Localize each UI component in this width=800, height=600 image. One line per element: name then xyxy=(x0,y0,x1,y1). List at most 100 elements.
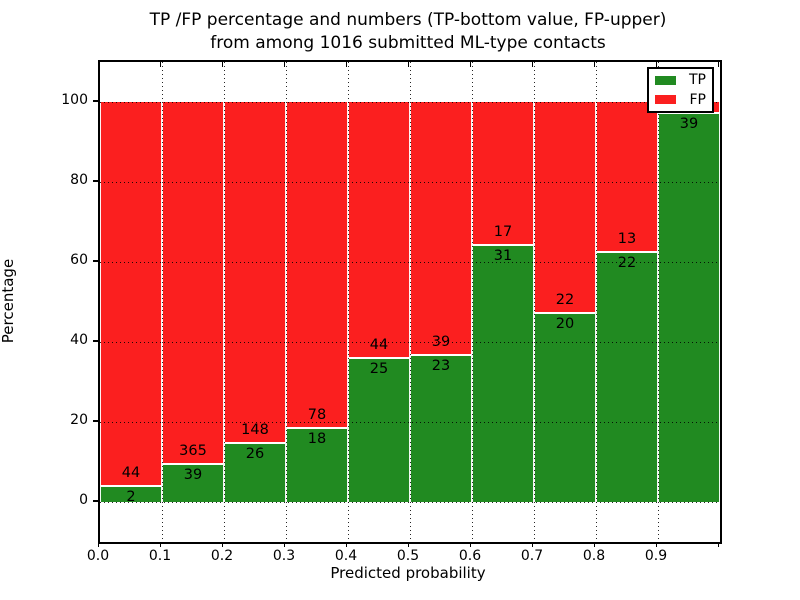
vertical-gridline xyxy=(534,62,535,542)
x-axis-label: Predicted probability xyxy=(330,564,486,582)
fp-legend-label: FP xyxy=(689,91,707,108)
tp-bar-segment xyxy=(348,357,410,502)
x-tick-label: 0.9 xyxy=(644,548,668,564)
x-tick-mark xyxy=(593,542,595,547)
tp-bar-segment xyxy=(410,353,472,502)
y-tick-mark xyxy=(93,180,98,182)
x-tick-mark xyxy=(531,542,533,547)
fp-bar-segment xyxy=(534,102,596,312)
vertical-gridline xyxy=(224,62,225,542)
fp-bar-segment xyxy=(596,102,658,251)
x-tick-label: 0.2 xyxy=(210,548,234,564)
y-tick-label: 80 xyxy=(70,172,88,188)
fp-legend-swatch xyxy=(655,95,676,105)
tp-count-label: 31 xyxy=(493,247,513,264)
x-tick-label: 0.3 xyxy=(272,548,296,564)
x-top-tick-mark xyxy=(531,62,533,67)
y-tick-label: 100 xyxy=(61,92,88,108)
x-tick-mark xyxy=(221,542,223,547)
fp-bar-segment xyxy=(286,102,348,427)
vertical-gridline xyxy=(658,62,659,542)
x-top-tick-mark xyxy=(345,62,347,67)
x-top-tick-mark xyxy=(283,62,285,67)
x-tick-label: 0.7 xyxy=(520,548,544,564)
tp-bar-segment xyxy=(162,463,224,502)
fp-count-label: 44 xyxy=(121,464,141,481)
x-tick-label: 0.1 xyxy=(148,548,172,564)
fp-bar-segment xyxy=(410,102,472,354)
tp-bar-segment xyxy=(658,112,720,502)
x-top-tick-mark xyxy=(221,62,223,67)
x-tick-label: 0.5 xyxy=(396,548,420,564)
tp-count-label: 25 xyxy=(369,361,389,378)
fp-count-label: 78 xyxy=(307,407,327,423)
fp-bar-segment xyxy=(224,102,286,443)
tp-bar-segment xyxy=(224,442,286,502)
x-tick-mark xyxy=(345,542,347,547)
vertical-gridline xyxy=(286,62,287,542)
y-tick-mark xyxy=(93,100,98,102)
x-top-tick-mark xyxy=(159,62,161,67)
y-tick-label: 20 xyxy=(70,412,88,428)
y-tick-mark xyxy=(93,420,98,422)
tp-legend-label: TP xyxy=(689,72,706,89)
tp-bar-segment xyxy=(472,243,534,502)
tp-count-label: 20 xyxy=(555,315,575,332)
tp-count-label: 23 xyxy=(431,357,451,374)
x-tick-label: 0.8 xyxy=(582,548,606,564)
legend-row-tp: TP xyxy=(655,71,706,89)
fp-count-label: 39 xyxy=(431,333,451,350)
chart-title-line2: from among 1016 submitted ML-type contac… xyxy=(210,33,606,53)
tp-bar-segment xyxy=(286,427,348,502)
chart-title: TP /FP percentage and numbers (TP-bottom… xyxy=(98,9,718,55)
tp-legend-swatch xyxy=(655,75,676,85)
fp-bar-segment xyxy=(100,102,162,485)
x-tick-label: 0.0 xyxy=(86,548,110,564)
x-tick-label: 0.4 xyxy=(334,548,358,564)
vertical-gridline xyxy=(472,62,473,542)
x-top-tick-mark xyxy=(407,62,409,67)
x-tick-mark xyxy=(717,542,719,547)
vertical-gridline xyxy=(348,62,349,542)
tp-count-label: 26 xyxy=(245,446,265,463)
tp-count-label: 18 xyxy=(307,431,327,447)
fp-count-label: 365 xyxy=(179,443,207,460)
legend-row-fp: FP xyxy=(655,91,706,109)
y-axis-label: Percentage xyxy=(0,258,17,344)
tp-bar-segment xyxy=(100,484,162,502)
tp-bar-segment xyxy=(534,311,596,502)
y-tick-label: 0 xyxy=(79,492,88,508)
fp-count-label: 44 xyxy=(369,337,389,354)
x-tick-mark xyxy=(469,542,471,547)
legend: TP FP xyxy=(647,67,714,113)
tp-count-label: 2 xyxy=(126,488,136,505)
x-top-tick-mark xyxy=(469,62,471,67)
fp-count-label: 13 xyxy=(617,230,637,247)
tp-bar-segment xyxy=(596,250,658,502)
tp-count-label: 22 xyxy=(617,254,637,271)
x-top-tick-mark xyxy=(593,62,595,67)
fp-count-label: 148 xyxy=(241,422,269,439)
x-top-tick-mark xyxy=(655,62,657,67)
tp-count-label: 39 xyxy=(679,116,699,132)
y-tick-label: 40 xyxy=(70,332,88,348)
fp-count-label: 17 xyxy=(493,223,513,240)
vertical-gridline xyxy=(410,62,411,542)
fp-bar-segment xyxy=(348,102,410,358)
x-tick-label: 0.6 xyxy=(458,548,482,564)
x-top-tick-mark xyxy=(717,62,719,67)
y-tick-mark xyxy=(93,500,98,502)
x-tick-mark xyxy=(283,542,285,547)
tp-count-label: 39 xyxy=(183,467,203,484)
x-tick-mark xyxy=(407,542,409,547)
fp-bar-segment xyxy=(162,102,224,464)
x-tick-mark xyxy=(159,542,161,547)
vertical-gridline xyxy=(596,62,597,542)
fp-count-label: 22 xyxy=(555,291,575,308)
x-top-tick-mark xyxy=(97,62,99,67)
chart-title-line1: TP /FP percentage and numbers (TP-bottom… xyxy=(149,10,667,30)
y-tick-mark xyxy=(93,340,98,342)
vertical-gridline xyxy=(162,62,163,542)
plot-area: 44 2 365 39 148 26 78 18 44 25 39 23 17 31 22 20 13 22 39 xyxy=(98,60,722,544)
